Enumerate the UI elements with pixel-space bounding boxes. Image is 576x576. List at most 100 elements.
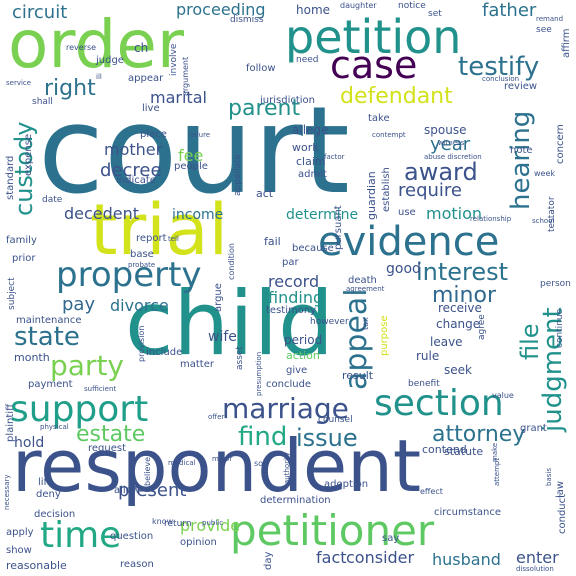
word-pay: pay [62,294,96,315]
word-because: because [292,243,334,254]
word-value: value [492,391,514,400]
word-provision: provision [137,325,146,362]
word-good: good [386,261,421,277]
word-fee: fee [178,146,204,165]
word-contempt: contempt [372,131,406,139]
word-say: say [382,533,400,544]
word-life: life [38,477,54,488]
word-case: case [330,43,418,87]
word-date: date [42,195,63,205]
word-establish: establish [381,167,392,212]
word-offer: offer [208,413,225,421]
word-include: include [146,347,183,358]
word-know: know [152,517,174,526]
word-major: major [212,455,233,463]
word-marital: marital [150,88,207,107]
word-report: report [136,233,167,244]
word-dismiss: dismiss [230,15,264,25]
word-judge: judge [96,55,124,66]
word-wife: wife [208,329,237,345]
word-consider: consider [346,548,415,567]
word-enter: enter [516,548,559,567]
word-attorney: attorney [432,422,526,447]
word-see: see [536,25,552,35]
word-affirm: affirm [561,28,572,58]
word-sufficient: sufficient [84,385,117,393]
word-death: death [348,275,377,286]
word-support: support [10,389,149,430]
word-abuse-discretion: abuse discretion [424,153,482,161]
word-conduct: conduct [557,493,568,534]
word-agreement: agreement [346,285,385,293]
word-spouse: spouse [424,123,467,137]
word-reasonable: reasonable [6,559,67,572]
word-person: person [540,279,571,289]
word-party: party [50,349,124,382]
word-shall: shall [32,97,53,107]
word-family: family [6,235,37,246]
word-request: request [88,443,127,454]
word-action: action [286,349,320,362]
word-necessary: necessary [3,474,11,510]
word-trial: trial [90,189,229,271]
word-note: note [510,145,533,156]
word-ch: ch [134,41,149,55]
word-allow: allow [114,485,140,496]
word-law: law [555,480,566,498]
word-argument: argument [181,56,190,96]
word-admit: admit [298,169,327,180]
word-continue: continue [555,308,565,348]
word-expense: expense [23,133,34,176]
word-medical: medical [168,459,196,467]
word-relationship: relationship [470,215,512,223]
word-petition: petition [285,10,462,64]
word-authority: authority [283,452,291,484]
word-guardian: guardian [365,171,378,220]
word-require: require [398,180,462,201]
word-minor: minor [432,283,496,308]
word-plaintiff: plaintiff [5,404,16,442]
word-service: service [6,79,32,87]
word-act: act [256,187,274,200]
word-father: father [482,0,537,21]
word-year: year [430,134,471,155]
word-seek: seek [444,363,472,377]
word-motion: motion [426,204,483,223]
word-husband: husband [432,550,501,569]
word-period: period [284,333,323,347]
word-evidence: evidence [318,219,500,265]
word-witness: witness [438,139,465,147]
word-matter: matter [180,359,214,370]
word-fact: fact [316,548,347,567]
word-daughter: daughter [340,1,377,10]
word-change: change [436,317,481,331]
word-factor: factor [324,153,345,161]
word-make: make [491,442,499,462]
word-purpose: purpose [379,315,390,356]
word-fail: fail [264,235,281,248]
word-notice: notice [398,1,426,11]
word-work: work [292,141,319,154]
word-award: award [404,158,478,186]
word-result: result [342,369,374,382]
word-payment: payment [28,379,73,390]
word-reverse: reverse [66,43,97,52]
word-decedent: decedent [64,204,140,223]
word-indicate: indicate [116,175,156,186]
word-tell: tell [168,235,179,243]
word-parent: parent [228,96,301,121]
word-apply: apply [6,527,34,538]
word-determination: determination [260,495,331,506]
word-tax: tax [361,317,370,330]
word-jurisdiction: jurisdiction [260,95,315,106]
word-school: school [532,217,555,225]
word-par: par [282,257,299,268]
word-present: present [118,480,187,501]
word-week: week [534,169,556,178]
word-place: place [140,129,167,140]
word-defendant: defendant [340,84,453,109]
word-public: public [202,519,224,527]
word-follow: follow [246,63,276,74]
word-adoption: adoption [324,479,369,490]
